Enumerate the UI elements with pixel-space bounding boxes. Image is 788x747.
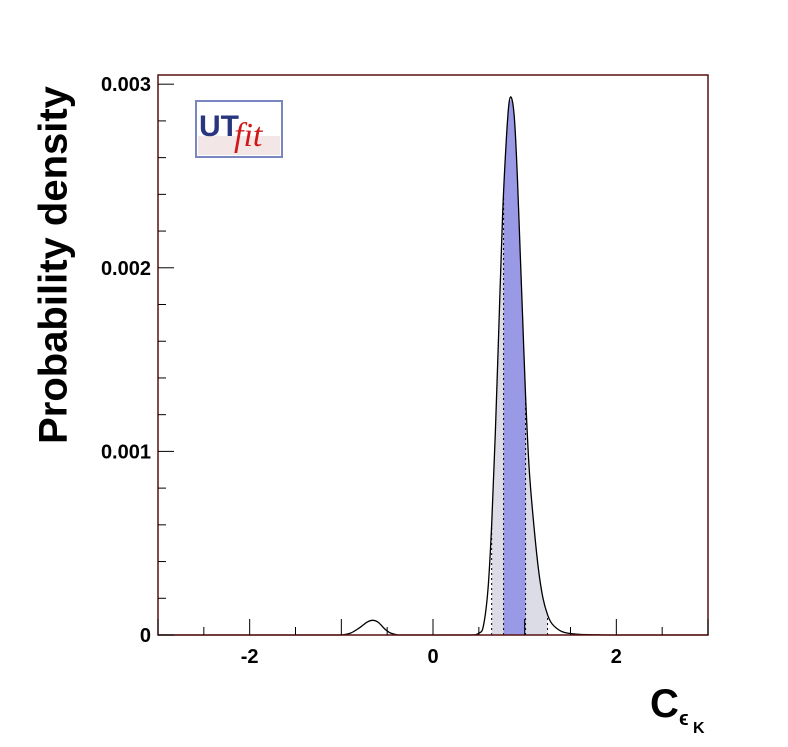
y-axis-ticks <box>158 83 174 636</box>
utfit-logo-shade <box>198 136 280 155</box>
x-tick-label: 2 <box>611 646 622 668</box>
x-axis-label: C ϵ K <box>650 682 705 737</box>
x-tick-label: 0 <box>427 646 438 668</box>
utfit-logo-fit-text: fit <box>234 117 264 154</box>
y-tick-label: 0 <box>140 625 151 647</box>
y-axis-tick-labels: 0 0.001 0.002 0.003 <box>101 74 151 647</box>
utfit-logo-ut-text: UT <box>199 110 239 143</box>
y-tick-label: 0.001 <box>101 441 151 463</box>
plot-area <box>158 96 708 636</box>
x-axis-label-main: C <box>650 682 679 726</box>
x-tick-label: -2 <box>241 646 259 668</box>
y-tick-label: 0.002 <box>101 258 151 280</box>
plot-frame <box>157 74 709 636</box>
y-axis-label: Probability density <box>32 85 76 444</box>
y-tick-label: 0.003 <box>101 74 151 96</box>
x-axis-label-subscript: ϵ <box>679 708 689 730</box>
x-axis-tick-labels: -2 0 2 <box>241 646 622 668</box>
x-axis-label-subsubscript: K <box>693 720 705 737</box>
x-axis-ticks <box>157 619 709 635</box>
inner-interval-band <box>503 99 526 636</box>
density-curve <box>158 96 708 636</box>
utfit-logo: UT fit <box>195 100 283 158</box>
